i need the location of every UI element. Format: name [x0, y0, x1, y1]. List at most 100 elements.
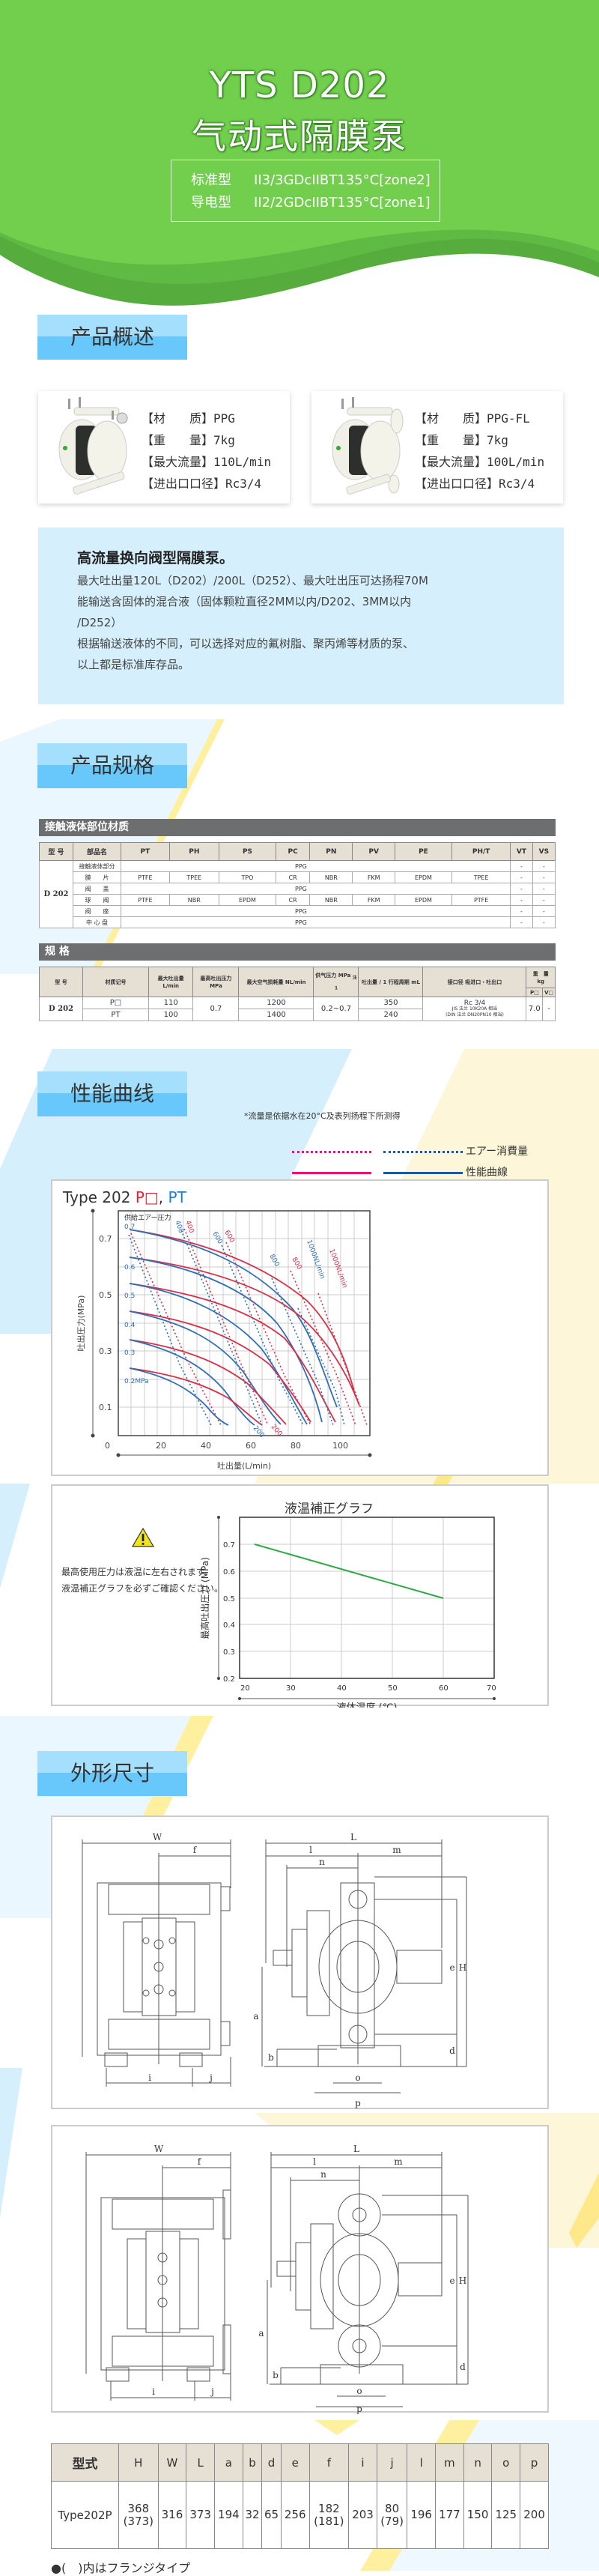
chart-title-p: P□ [135, 1188, 159, 1206]
col-header: VT [510, 842, 533, 861]
col-header: PN [309, 842, 353, 861]
material-cell: CR [276, 871, 311, 883]
col-header: L [186, 2443, 216, 2482]
material-cell: PTFE [121, 894, 170, 906]
spec-cell: 110 [148, 997, 194, 1009]
dim-value: 125 [495, 2508, 517, 2521]
warning-line: 液温補正グラフを必ずご確認ください。 [61, 1583, 224, 1594]
flow-measurement-note: *流量是依据水在20°C及表列扬程下所测得 [244, 1111, 401, 1121]
description-title: 高流量换向阀型隔膜泵。 [77, 550, 234, 566]
svg-text:80: 80 [291, 1441, 301, 1451]
description-line: /D252） [77, 616, 123, 629]
legend-air-consumption: エアー消費量 [292, 1141, 528, 1162]
spec-label: 【进出口口径】 [142, 477, 226, 491]
svg-text:20: 20 [240, 1684, 250, 1693]
material-cell: FKM [352, 871, 395, 883]
svg-text:l: l [313, 2156, 316, 2167]
material-cell: CR [276, 894, 311, 906]
svg-text:e: e [449, 1962, 454, 1973]
legend-label: エアー消費量 [466, 1146, 529, 1158]
material-cell: TPEE [168, 871, 219, 883]
materials-table-block: 接触液体部位材质 型 号 部品名 PT PH PS PC PN PV PE PH… [39, 819, 556, 928]
product-specs: 【材 质】PPG-FL 【重 量】7kg 【最大流量】100L/min 【进出口… [415, 408, 544, 495]
spec-cell: - [542, 997, 556, 1021]
col-header: PT [121, 842, 170, 861]
svg-text:70: 70 [487, 1684, 496, 1693]
svg-text:0.5: 0.5 [99, 1290, 112, 1300]
pump-technical-drawing-threaded: Wf i j Ll m n o p a b d e H [82, 1832, 467, 2108]
spec-cell: P□ [82, 997, 149, 1009]
dim-cell-n: 150 [463, 2481, 493, 2549]
col-header: P□ [526, 988, 544, 997]
pump-technical-drawing-flanged: Wf i j Ll m n op a b d e H [85, 2144, 469, 2414]
part-name: 中 心 盘 [73, 916, 121, 928]
warning-icon [132, 1528, 154, 1547]
svg-text:l: l [309, 1845, 312, 1855]
svg-text:30: 30 [286, 1684, 296, 1693]
dim-cell-W: 316 [157, 2481, 187, 2549]
material-cell: - [510, 860, 533, 872]
pump-image-ppg-fl [332, 397, 404, 495]
dim-cell-e: 256 [280, 2481, 310, 2549]
model-cell: D 202 [39, 860, 73, 928]
svg-text:60: 60 [246, 1441, 256, 1451]
dim-cell-p: 200 [520, 2481, 549, 2549]
spec-flow: 100L/min [487, 455, 545, 469]
spec-label: 【材 质】 [415, 411, 487, 426]
svg-text:0.3: 0.3 [223, 1648, 235, 1657]
dim-value: 80 [385, 2501, 400, 2515]
description-line: 根据输送液体的不同，可以选择对应的氟树脂、聚丙烯等材质的泵、 [77, 637, 415, 650]
material-cell: - [532, 860, 556, 872]
port-line: (DIN 法兰 DN20PN10 相当) [446, 1012, 504, 1018]
legend-blue-solid-line [383, 1171, 463, 1174]
dim-value-flange: (181) [314, 2514, 344, 2528]
svg-text:1000NL/min: 1000NL/min [305, 1239, 326, 1281]
svg-text:j: j [208, 2072, 213, 2083]
description-line: 最大吐出量120L（D202）/200L（D252）、最大吐出压可达扬程70M [77, 574, 428, 587]
svg-text:40: 40 [201, 1441, 211, 1451]
col-header: l [407, 2443, 437, 2482]
part-name: 球 阀 [73, 894, 121, 906]
spec-table-title: 规 格 [39, 943, 556, 961]
spec-cell: 1400 [238, 1009, 314, 1021]
spec-weight: 7kg [213, 433, 235, 447]
spec-flow: 110L/min [213, 455, 272, 469]
hero-banner: YTS D202 气动式隔膜泵 标准型 II3/3GDcIIBT135°C[zon… [0, 0, 599, 352]
spec-table: 型 号 材质记号 最大吐出量 L/min 最高吐出压力 MPa 最大空气损耗量 … [39, 967, 556, 1021]
spec-cell: 100 [148, 1009, 194, 1021]
dim-value: 256 [284, 2508, 306, 2521]
svg-text:f: f [193, 1845, 198, 1855]
product-card-ppg-fl: 【材 质】PPG-FL 【重 量】7kg 【最大流量】100L/min 【进出口… [311, 391, 563, 504]
material-cell: - [510, 883, 533, 895]
material-cell: EPDM [394, 894, 453, 906]
dim-cell-j: 80 (79) [376, 2481, 408, 2549]
col-header: PV [352, 842, 395, 861]
svg-text:i: i [152, 2386, 155, 2397]
spec-cell: PT [82, 1009, 149, 1021]
cert-row-conductive: 导电型 II2/2GDcIIBT135°C[zone1] [191, 192, 440, 214]
svg-text:最高吐出圧力 (MPa): 最高吐出圧力 (MPa) [199, 1557, 210, 1639]
dim-cell-o: 125 [491, 2481, 521, 2549]
svg-text:W: W [153, 1832, 162, 1842]
material-cell: PPG [120, 905, 511, 917]
dim-value: 194 [218, 2508, 240, 2521]
col-header: 型 号 [39, 967, 83, 997]
section-header-specs: 产品规格 [37, 743, 187, 788]
material-cell: - [532, 905, 556, 917]
table-row: D 202 P□ 110 0.7 1200 0.2~0.7 350 Rc 3/4… [39, 997, 556, 1021]
col-header: 材质记号 [82, 967, 149, 997]
description-line: 能输送含固体的混合液（固体颗粒直径2MM以内/D202、3MM以内 [77, 595, 412, 608]
table-row: Type202P 368 (373) 316 373 194 32 65 256 … [51, 2481, 549, 2549]
material-cell: - [532, 894, 556, 906]
legend-label: 性能曲線 [466, 1167, 508, 1179]
performance-chart-box: Type 202 P□, PT 0.7 0.5 0.3 0.1 0 20 [51, 1179, 549, 1476]
col-header: i [348, 2443, 377, 2482]
part-name: 阀 座 [73, 905, 121, 917]
svg-text:50: 50 [388, 1684, 398, 1693]
col-header: 型 号 [39, 842, 73, 861]
spec-cell: 0.7 [192, 997, 240, 1021]
section-header-performance: 性能曲线 [37, 1071, 187, 1116]
model-cell: Type202P [51, 2481, 119, 2549]
